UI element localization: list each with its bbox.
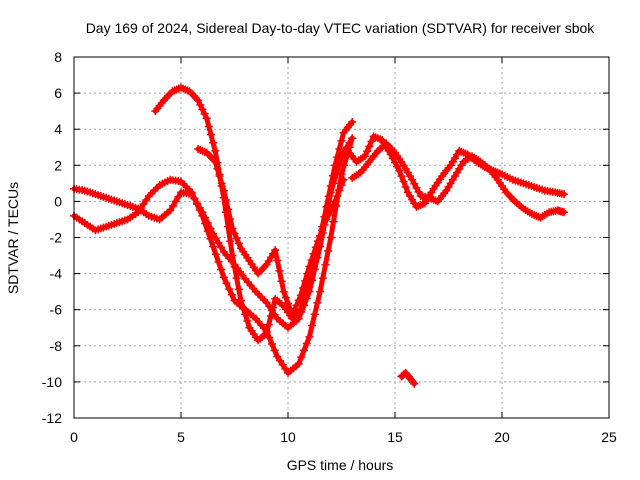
y-tick-label: -6 — [50, 302, 63, 318]
y-tick-label: 8 — [54, 49, 62, 65]
x-tick-label: 10 — [280, 429, 296, 445]
y-tick-label: -10 — [42, 374, 62, 390]
x-tick-label: 15 — [387, 429, 403, 445]
sdtvar-chart: 0 5 10 15 20 25 -12 -10 -8 -6 -4 -2 0 2 4 6 8 Day 169 of… — [0, 0, 640, 480]
y-axis-label: SDTVAR / TECUs — [5, 182, 21, 294]
y-tick-label: 0 — [54, 193, 62, 209]
y-tick-label: -4 — [50, 266, 63, 282]
y-tick-label: 2 — [54, 157, 62, 173]
x-tick-label: 0 — [70, 429, 78, 445]
y-tick-label: -2 — [50, 230, 63, 246]
x-tick-label: 25 — [601, 429, 617, 445]
x-tick-label: 20 — [494, 429, 510, 445]
chart-title: Day 169 of 2024, Sidereal Day-to-day VTE… — [86, 20, 596, 36]
y-tick-label: -8 — [50, 338, 63, 354]
x-tick-label: 5 — [177, 429, 185, 445]
y-tick-label: 6 — [54, 85, 62, 101]
y-tick-label: 4 — [54, 121, 62, 137]
x-axis-label: GPS time / hours — [287, 457, 394, 473]
y-tick-label: -12 — [42, 410, 62, 426]
